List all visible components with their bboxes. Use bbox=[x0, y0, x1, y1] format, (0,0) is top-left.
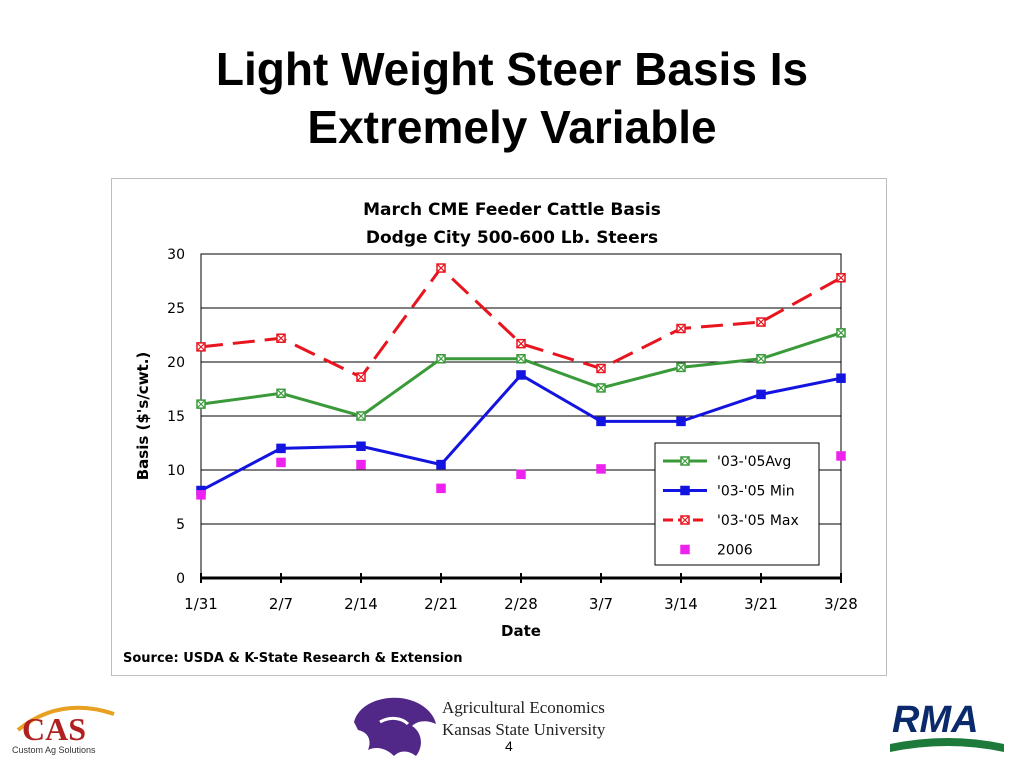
series-1-point bbox=[756, 389, 766, 400]
cas-logo-subtitle: Custom Ag Solutions bbox=[12, 745, 96, 755]
series-2-point-cross bbox=[436, 263, 446, 273]
legend-marker bbox=[680, 485, 690, 496]
series-0-point-cross bbox=[276, 388, 286, 398]
x-tick-label: 1/31 bbox=[184, 595, 218, 613]
y-tick-label: 5 bbox=[176, 517, 185, 533]
y-tick-label: 25 bbox=[167, 301, 185, 317]
rma-logo-text: RMA bbox=[892, 699, 979, 741]
x-tick-label: 2/14 bbox=[344, 595, 378, 613]
x-tick-label: 3/14 bbox=[664, 595, 698, 613]
x-tick-label: 3/21 bbox=[744, 595, 778, 613]
x-tick-label: 3/28 bbox=[824, 595, 858, 613]
chart-frame: March CME Feeder Cattle Basis Dodge City … bbox=[111, 178, 887, 676]
series-0-point-cross bbox=[836, 328, 846, 338]
series-2-point-cross bbox=[596, 364, 606, 373]
x-tick-label: 2/21 bbox=[424, 595, 458, 613]
cas-logo: CAS Custom Ag Solutions bbox=[10, 700, 120, 760]
page-number: 4 bbox=[505, 738, 513, 754]
series-3-point bbox=[836, 451, 846, 461]
series-0-point-cross bbox=[756, 354, 766, 364]
ksu-logo: Agricultural Economics Kansas State Univ… bbox=[350, 692, 650, 762]
legend-marker bbox=[680, 544, 690, 555]
ksu-line2: Kansas State University bbox=[442, 720, 606, 739]
legend-label: '03-'05 Max bbox=[717, 513, 799, 529]
series-2-point-cross bbox=[196, 342, 206, 352]
y-tick-label: 0 bbox=[176, 571, 185, 587]
series-3-point bbox=[436, 483, 446, 494]
series-0-point-cross bbox=[596, 383, 606, 393]
series-2-point-cross bbox=[276, 333, 286, 343]
chart-subtitle: Dodge City 500-600 Lb. Steers bbox=[366, 228, 658, 248]
series-3-point bbox=[596, 464, 606, 474]
series-0-point-cross bbox=[196, 399, 206, 409]
series-2-point-cross bbox=[756, 317, 766, 327]
legend-marker-cross bbox=[680, 456, 690, 466]
rma-logo-mark: RMA bbox=[890, 699, 1004, 752]
legend-label: '03-'05Avg bbox=[717, 454, 791, 470]
legend-label: 2006 bbox=[717, 543, 753, 559]
series-3-point bbox=[276, 457, 286, 468]
series-1-point bbox=[436, 459, 446, 470]
series-1-point bbox=[836, 373, 846, 383]
basis-line-chart: March CME Feeder Cattle Basis Dodge City … bbox=[123, 200, 858, 666]
series-2-point-cross bbox=[356, 372, 366, 382]
series-3-point bbox=[516, 469, 526, 480]
cas-logo-text: CAS bbox=[22, 711, 86, 747]
x-axis-label: Date bbox=[501, 622, 541, 640]
x-tick-label: 2/28 bbox=[504, 595, 538, 613]
x-tick-label: 2/7 bbox=[269, 595, 293, 613]
y-axis-label: Basis ($'s/cwt.) bbox=[134, 352, 152, 481]
series-1-point bbox=[276, 443, 286, 454]
series-2-line bbox=[200, 265, 842, 380]
series-1-point bbox=[516, 370, 526, 380]
slide-title-line1: Light Weight Steer Basis Is bbox=[215, 43, 809, 95]
ksu-line1: Agricultural Economics bbox=[442, 698, 605, 717]
y-tick-label: 20 bbox=[167, 355, 185, 371]
legend-label: '03-'05 Min bbox=[717, 484, 795, 500]
x-tick-label: 3/7 bbox=[589, 595, 613, 613]
chart-source-note: Source: USDA & K-State Research & Extens… bbox=[123, 651, 462, 666]
series-1-point bbox=[596, 416, 606, 427]
cas-logo-mark: CAS bbox=[16, 705, 115, 747]
rma-logo: RMA bbox=[888, 698, 1008, 758]
series-2-point-cross bbox=[836, 273, 846, 283]
series-0-point-cross bbox=[676, 362, 686, 372]
y-tick-label: 15 bbox=[167, 409, 185, 425]
series-2-point-cross bbox=[516, 339, 526, 349]
series-0-point-cross bbox=[356, 411, 366, 421]
series-2-point-cross bbox=[676, 324, 686, 333]
series-1-point bbox=[356, 441, 366, 451]
series-3-point bbox=[356, 459, 366, 470]
series-3-point bbox=[196, 490, 206, 500]
slide-title: Light Weight Steer Basis Is Extremely Va… bbox=[0, 40, 1024, 156]
series-0-point-cross bbox=[436, 354, 446, 364]
y-tick-label: 30 bbox=[167, 247, 185, 263]
series-0-point-cross bbox=[516, 354, 526, 364]
y-tick-label: 10 bbox=[167, 463, 185, 479]
slide-title-line2: Extremely Variable bbox=[307, 101, 717, 153]
wildcat-icon bbox=[354, 697, 436, 756]
legend-marker-cross bbox=[680, 515, 690, 525]
chart-title: March CME Feeder Cattle Basis bbox=[363, 200, 661, 220]
series-1-point bbox=[676, 416, 686, 427]
